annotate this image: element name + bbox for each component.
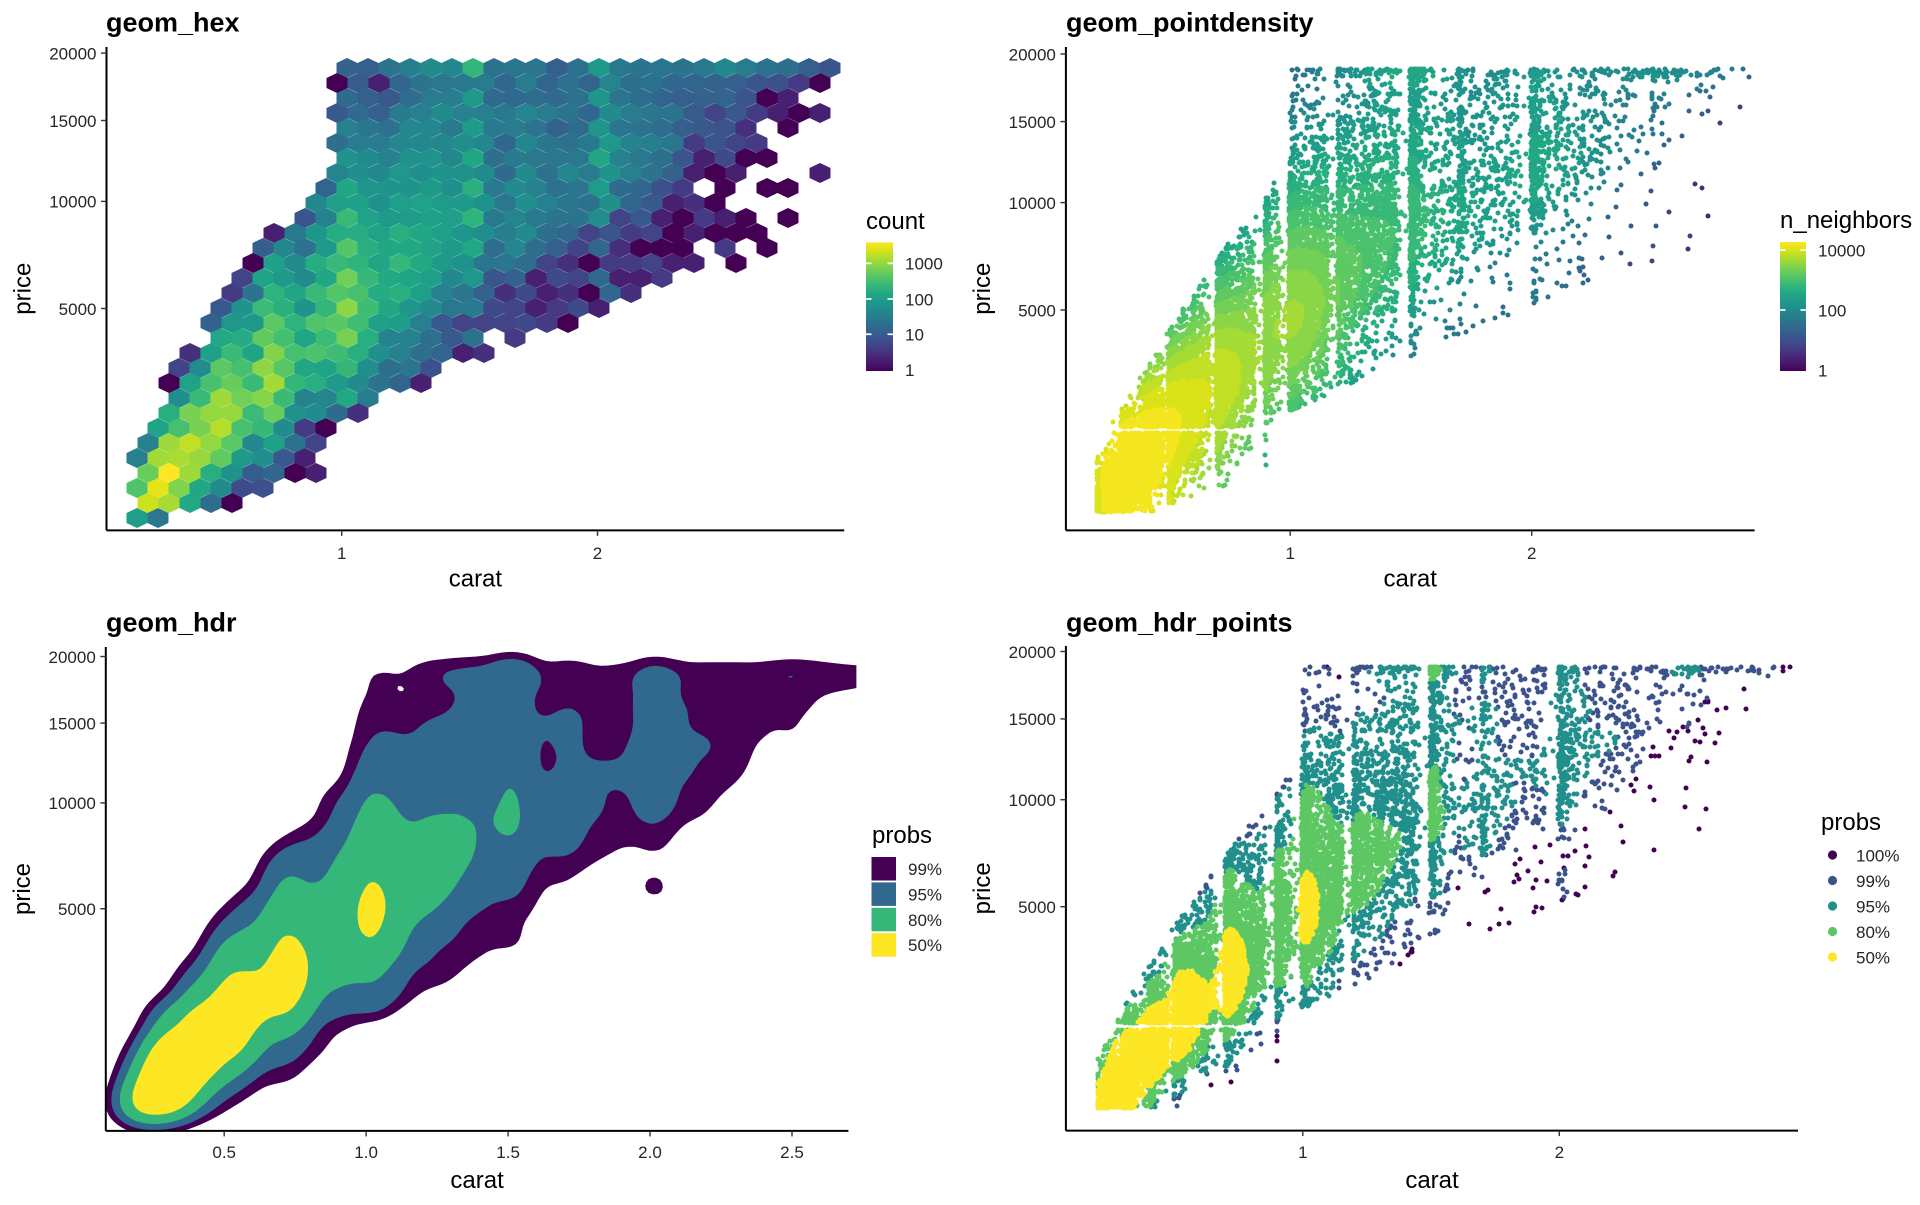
svg-text:5000: 5000 xyxy=(1018,301,1056,320)
svg-text:15000: 15000 xyxy=(49,714,96,733)
svg-text:carat: carat xyxy=(450,1167,504,1194)
svg-text:probs: probs xyxy=(872,822,932,849)
svg-text:80%: 80% xyxy=(908,911,942,930)
svg-text:5000: 5000 xyxy=(1018,898,1056,917)
svg-text:100: 100 xyxy=(905,290,933,309)
svg-text:80%: 80% xyxy=(1856,923,1890,942)
svg-text:20000: 20000 xyxy=(49,44,96,63)
svg-text:10000: 10000 xyxy=(1009,791,1056,810)
svg-text:10000: 10000 xyxy=(49,193,96,212)
svg-text:price: price xyxy=(10,263,37,315)
svg-text:2.5: 2.5 xyxy=(780,1143,804,1162)
svg-text:1.0: 1.0 xyxy=(354,1143,378,1162)
svg-text:price: price xyxy=(969,263,996,315)
svg-text:count: count xyxy=(866,208,925,235)
svg-text:1000: 1000 xyxy=(905,255,943,274)
svg-text:1: 1 xyxy=(1298,1143,1307,1162)
svg-text:1: 1 xyxy=(1285,544,1294,563)
svg-text:10000: 10000 xyxy=(49,794,96,813)
svg-text:15000: 15000 xyxy=(49,112,96,131)
svg-text:carat: carat xyxy=(1384,566,1438,593)
svg-text:2: 2 xyxy=(1527,544,1536,563)
svg-text:price: price xyxy=(969,862,996,914)
svg-text:geom_hdr_points: geom_hdr_points xyxy=(1066,608,1293,638)
svg-text:10000: 10000 xyxy=(1009,194,1056,213)
svg-text:15000: 15000 xyxy=(1009,113,1056,132)
svg-text:n_neighbors: n_neighbors xyxy=(1780,207,1912,234)
svg-text:99%: 99% xyxy=(1856,872,1890,891)
svg-text:10: 10 xyxy=(905,326,924,345)
svg-text:2.0: 2.0 xyxy=(638,1143,662,1162)
svg-text:20000: 20000 xyxy=(1009,643,1056,662)
svg-text:1: 1 xyxy=(337,544,346,563)
svg-text:geom_pointdensity: geom_pointdensity xyxy=(1066,8,1314,38)
svg-text:5000: 5000 xyxy=(59,300,97,319)
svg-text:20000: 20000 xyxy=(49,648,96,667)
svg-text:0.5: 0.5 xyxy=(212,1143,236,1162)
svg-text:2: 2 xyxy=(1555,1143,1564,1162)
svg-text:100%: 100% xyxy=(1856,846,1899,865)
svg-text:carat: carat xyxy=(449,566,503,593)
svg-text:1: 1 xyxy=(1818,361,1827,380)
svg-text:99%: 99% xyxy=(908,860,942,879)
svg-text:100: 100 xyxy=(1818,301,1846,320)
svg-text:1.5: 1.5 xyxy=(496,1143,520,1162)
svg-text:price: price xyxy=(9,863,36,915)
svg-text:95%: 95% xyxy=(1856,897,1890,916)
svg-text:20000: 20000 xyxy=(1009,45,1056,64)
svg-text:95%: 95% xyxy=(908,885,942,904)
svg-text:1: 1 xyxy=(905,361,914,380)
svg-text:geom_hex: geom_hex xyxy=(106,8,240,38)
svg-text:15000: 15000 xyxy=(1009,710,1056,729)
svg-text:50%: 50% xyxy=(908,936,942,955)
svg-text:geom_hdr: geom_hdr xyxy=(106,608,237,638)
svg-text:10000: 10000 xyxy=(1818,241,1865,260)
svg-text:carat: carat xyxy=(1405,1167,1459,1194)
svg-text:2: 2 xyxy=(593,544,602,563)
svg-text:50%: 50% xyxy=(1856,948,1890,967)
svg-text:5000: 5000 xyxy=(58,900,96,919)
svg-text:probs: probs xyxy=(1821,809,1881,836)
